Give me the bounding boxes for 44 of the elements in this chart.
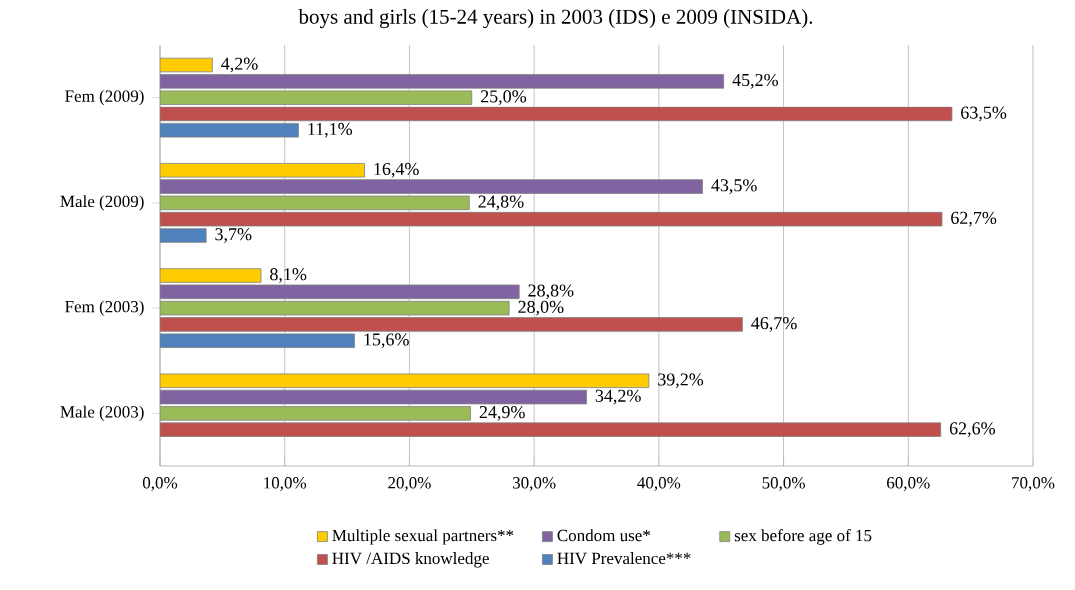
bar	[160, 373, 650, 388]
data-label: 25,0%	[480, 90, 527, 105]
data-label: 46,7%	[751, 317, 797, 332]
data-label: 45,2%	[732, 73, 779, 89]
data-label: 15,6%	[364, 333, 409, 349]
x-tick-label: 30,0%	[513, 477, 556, 491]
x-tick-label: 20,0%	[388, 477, 431, 491]
x-tick-label: 50,0%	[762, 477, 805, 491]
bar	[160, 90, 473, 105]
data-label: 39,2%	[658, 373, 704, 389]
bar	[160, 179, 703, 194]
data-label: 62,6%	[949, 422, 996, 438]
legend-label: HIV Prevalence***	[557, 552, 691, 565]
legend-label: HIV /AIDS knowledge	[332, 552, 489, 568]
data-label: 24,9%	[479, 405, 525, 421]
legend-label: Multiple sexual partners**	[332, 529, 514, 545]
data-label: 3,7%	[215, 228, 252, 243]
y-tick-label: Fem (2009)	[65, 89, 144, 106]
x-tick-label: 0,0%	[142, 477, 178, 491]
legend-label: Condom use*	[557, 529, 650, 542]
data-label: 24,8%	[478, 195, 524, 211]
chart-title: boys and girls (15-24 years) in 2003 (IDS) e 2009 (INSIDA).	[298, 9, 813, 29]
data-label: 8,1%	[270, 268, 307, 283]
x-tick-label: 70,0%	[1012, 477, 1055, 491]
x-tick-label: 10,0%	[264, 477, 307, 491]
data-label: 28,0%	[518, 300, 564, 316]
bar	[160, 74, 725, 89]
x-tick-label: 40,0%	[637, 477, 681, 491]
y-tick-label: Male (2003)	[60, 405, 144, 422]
data-label: 62,7%	[951, 211, 997, 227]
data-label: 16,4%	[374, 162, 419, 178]
data-label: 11,1%	[308, 122, 353, 138]
data-label: 4,2%	[221, 57, 258, 73]
legend-label: sex before age of 15	[734, 529, 872, 545]
y-tick-label: Male (2009)	[60, 195, 144, 211]
data-label: 28,8%	[528, 284, 574, 300]
data-label: 63,5%	[961, 106, 1007, 122]
data-label: 34,2%	[595, 389, 641, 405]
data-label: 43,5%	[711, 179, 757, 194]
bar	[160, 106, 953, 122]
bar	[160, 123, 299, 138]
y-tick-label: Fem (2003)	[65, 300, 144, 316]
bar	[160, 57, 213, 73]
x-tick-label: 60,0%	[887, 477, 930, 491]
